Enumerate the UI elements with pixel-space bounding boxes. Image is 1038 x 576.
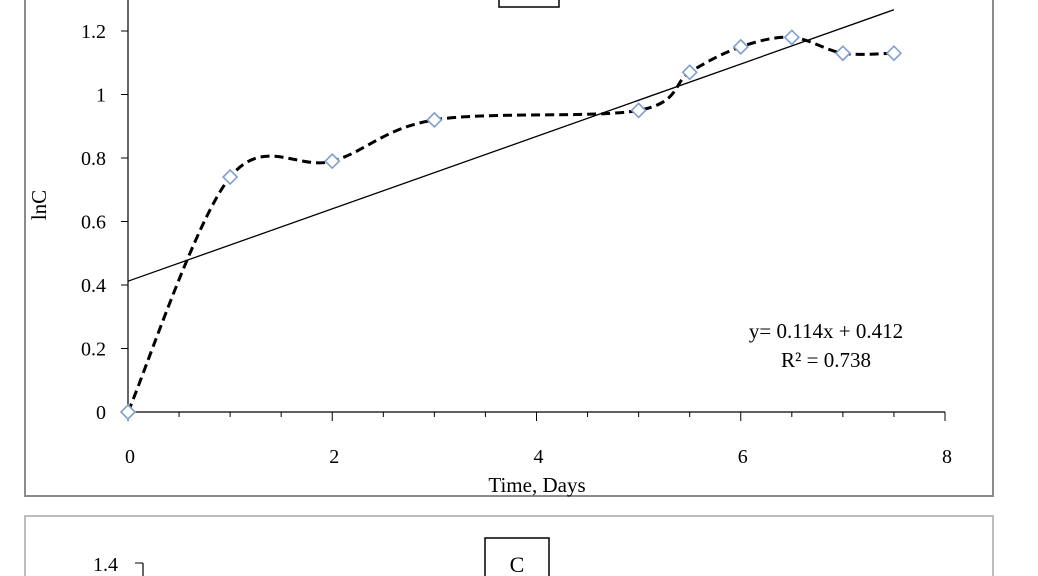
panel-c-y-tick-label: 1.4 <box>93 554 118 576</box>
x-axis-title: Time, Days <box>488 473 585 497</box>
panel-b-label-box <box>498 0 560 8</box>
panel-c-label: C <box>510 552 525 576</box>
trendline-equation: y= 0.114x + 0.412 <box>749 319 903 343</box>
linear-trendline <box>127 9 895 282</box>
data-point-marker <box>732 38 749 56</box>
y-tick-label: 0 <box>96 402 106 424</box>
data-point-marker <box>221 168 239 186</box>
data-point-marker <box>119 403 137 421</box>
x-tick-label: 4 <box>534 446 544 468</box>
panel-b-frame <box>24 0 994 497</box>
data-point-marker <box>783 29 800 46</box>
chart-panel-c: C 1.4 <box>24 515 994 576</box>
y-axis-ticks: 0 0.2 0.4 0.6 0.8 1 1.2 <box>81 21 128 424</box>
data-point-marker <box>630 102 647 119</box>
series-smooth-line <box>126 35 894 413</box>
x-axis-ticks: 0 2 4 6 8 <box>125 412 952 468</box>
data-point-marker <box>885 45 903 62</box>
x-tick-label: 8 <box>942 446 952 468</box>
data-point-marker <box>324 153 341 170</box>
data-point-marker <box>834 45 852 62</box>
series-markers <box>119 29 903 421</box>
chart-panel-b: 0 0.2 0.4 0.6 0.8 1 1.2 0 2 4 6 8 Time, Days lnC y… <box>24 0 994 497</box>
x-tick-label: 0 <box>125 446 135 468</box>
y-tick-label: 1.2 <box>81 21 106 43</box>
y-tick-label: 0.4 <box>81 275 106 297</box>
y-tick-label: 0.2 <box>81 339 106 361</box>
trendline-r-squared: R² = 0.738 <box>781 348 871 372</box>
y-tick-label: 0.6 <box>81 212 106 234</box>
x-tick-label: 2 <box>329 446 339 468</box>
y-tick-label: 0.8 <box>81 148 106 170</box>
data-point-marker <box>681 64 698 81</box>
y-tick-label: 1 <box>96 85 106 107</box>
data-point-marker <box>426 111 443 129</box>
panel-c-label-box <box>484 537 550 576</box>
panel-c-frame <box>24 515 994 576</box>
x-tick-label: 6 <box>738 446 748 468</box>
y-axis-title: lnC <box>27 190 51 220</box>
